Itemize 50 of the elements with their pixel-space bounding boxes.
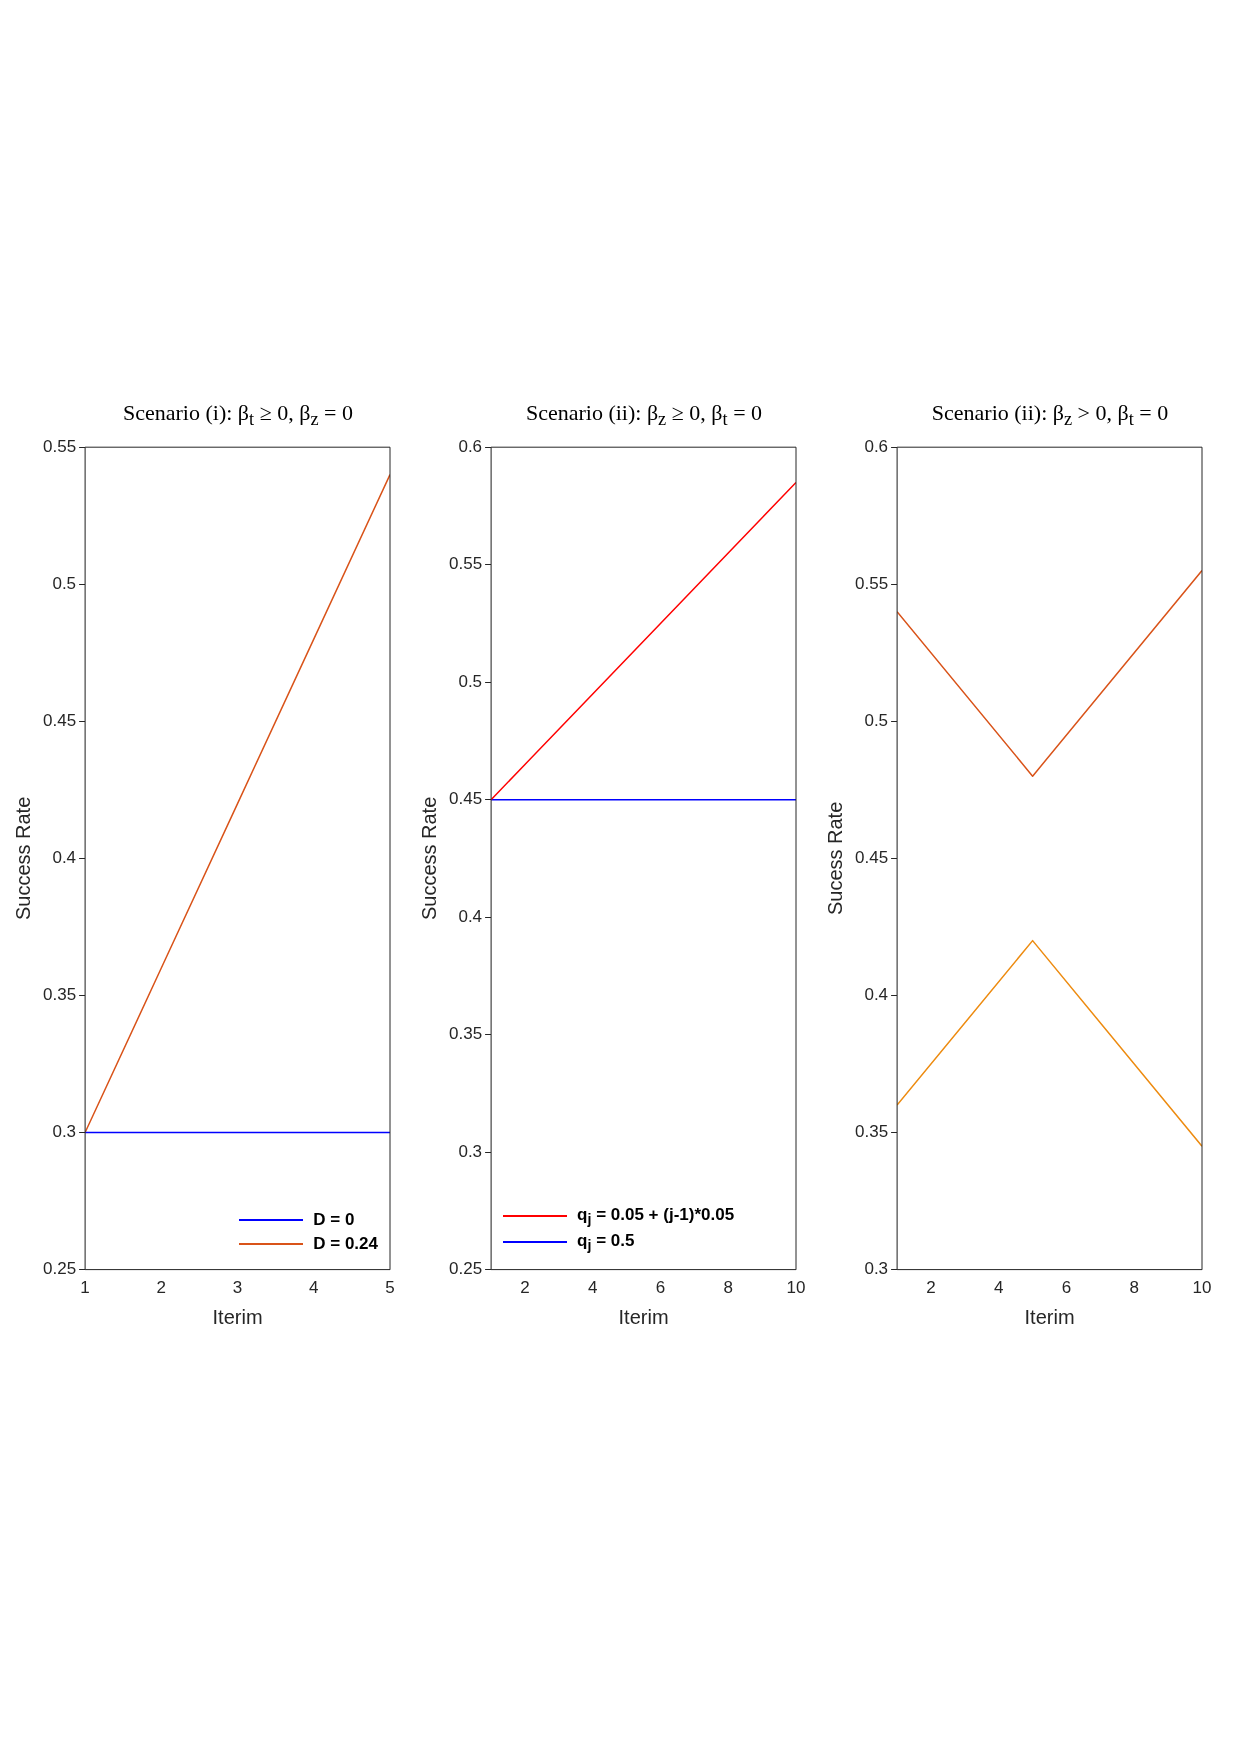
chart-title: Scenario (ii): β$_{z}$ ≥ 0, β$_{t}$ = 0	[524, 400, 764, 432]
y-tick-label: 0.45	[42, 711, 77, 731]
legend-label: D = 0	[313, 1209, 355, 1230]
x-tick-label: 3	[232, 1278, 243, 1298]
y-tick-label: 0.4	[864, 985, 889, 1005]
x-axis-title: Iterim	[618, 1305, 669, 1328]
y-tick-label: 0.55	[42, 436, 77, 456]
y-tick-label: 0.4	[52, 848, 77, 868]
y-axis-title: Sucess Rate	[823, 801, 846, 916]
x-tick-label: 2	[156, 1278, 167, 1298]
y-tick-label: 0.6	[864, 436, 889, 456]
x-tick-label: 2	[926, 1278, 936, 1298]
x-axis-title: Iterim	[212, 1305, 263, 1328]
y-tick-label: 0.35	[854, 1122, 889, 1142]
y-tick-label: 0.25	[42, 1259, 77, 1279]
y-axis-title: Success Rate	[417, 796, 440, 921]
legend-label: q$_{j}$ = 0.05 + (j-1)*0.05	[577, 1204, 735, 1228]
x-tick-label: 10	[786, 1278, 806, 1298]
y-tick-label: 0.5	[458, 671, 483, 691]
y-tick-label: 0.35	[448, 1024, 483, 1044]
y-tick-label: 0.35	[42, 985, 77, 1005]
x-axis-title: Iterim	[1024, 1305, 1075, 1328]
y-tick-label: 0.3	[52, 1122, 77, 1142]
x-tick-label: 2	[520, 1278, 530, 1298]
y-tick-label: 0.45	[854, 848, 889, 868]
legend-label: D = 0.24	[313, 1233, 378, 1254]
y-tick-label: 0.4	[458, 906, 483, 926]
y-tick-label: 0.3	[864, 1259, 889, 1279]
y-tick-label: 0.3	[458, 1141, 483, 1161]
y-axis-title: Success Rate	[11, 796, 34, 921]
y-tick-label: 0.5	[52, 573, 77, 593]
y-tick-label: 0.6	[458, 436, 483, 456]
chart-title: Scenario (ii): β$_{z}$ > 0, β$_{t}$ = 0	[930, 400, 1170, 432]
y-tick-label: 0.45	[448, 789, 483, 809]
x-tick-label: 4	[309, 1278, 319, 1298]
x-tick-label: 5	[385, 1278, 395, 1298]
x-tick-label: 6	[655, 1278, 666, 1298]
y-tick-label: 0.55	[448, 554, 483, 574]
x-tick-label: 4	[993, 1278, 1004, 1298]
legend-label: q$_{j}$ = 0.5	[577, 1231, 635, 1254]
y-tick-label: 0.25	[448, 1259, 483, 1279]
x-tick-label: 1	[80, 1278, 90, 1298]
x-tick-label: 8	[1129, 1278, 1139, 1298]
chart-title: Scenario (i): β$_{t}$ ≥ 0, β$_{z}$ = 0	[122, 400, 354, 432]
y-tick-label: 0.55	[854, 573, 889, 593]
x-tick-label: 8	[723, 1278, 733, 1298]
x-tick-label: 10	[1192, 1278, 1212, 1298]
x-tick-label: 6	[1061, 1278, 1072, 1298]
x-tick-label: 4	[587, 1278, 598, 1298]
y-tick-label: 0.5	[864, 711, 889, 731]
